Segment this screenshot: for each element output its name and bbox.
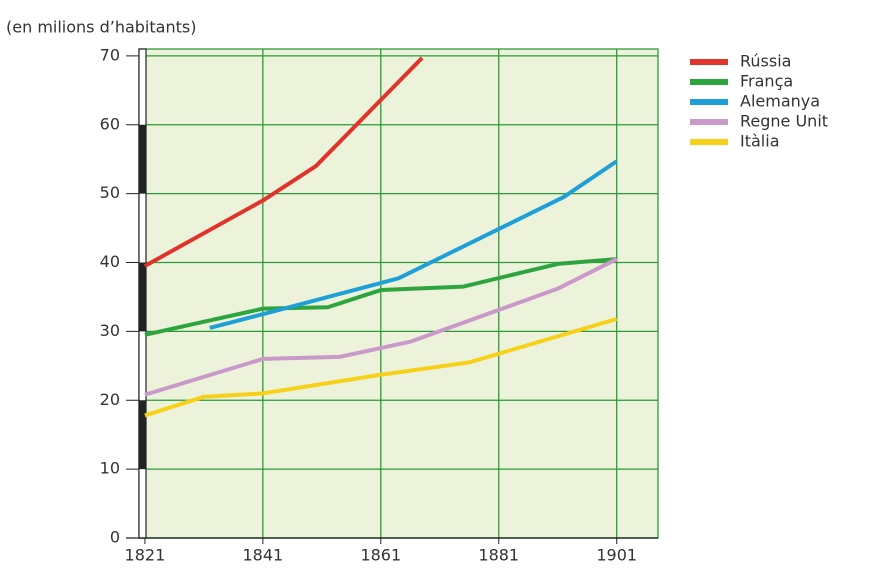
legend-swatch xyxy=(690,119,728,125)
line-series xyxy=(144,317,618,418)
x-tick-label: 1821 xyxy=(125,546,166,565)
x-tick-label: 1901 xyxy=(596,546,637,565)
legend-swatch xyxy=(690,59,728,65)
axis-ruler-band xyxy=(139,400,146,470)
axis-ruler-band xyxy=(139,124,146,194)
legend-label: Regne Unit xyxy=(740,112,828,131)
y-tick-label: 20 xyxy=(100,390,120,409)
y-tick-label: 60 xyxy=(100,114,120,133)
x-tick-label: 1881 xyxy=(478,546,519,565)
axis-ruler-band xyxy=(139,262,146,332)
legend-swatch xyxy=(690,139,728,145)
y-tick-label: 0 xyxy=(110,528,120,547)
y-tick-label: 40 xyxy=(100,252,120,271)
x-tick-label: 1841 xyxy=(242,546,283,565)
legend-swatch xyxy=(690,99,728,105)
legend-label: Itàlia xyxy=(740,132,780,151)
legend-label: França xyxy=(740,72,793,91)
y-tick-label: 30 xyxy=(100,321,120,340)
legend-label: Alemanya xyxy=(740,92,820,111)
line-series xyxy=(143,56,424,268)
legend-swatch xyxy=(690,79,728,85)
y-tick-label: 70 xyxy=(100,45,120,64)
y-tick-label: 50 xyxy=(100,183,120,202)
x-tick-label: 1861 xyxy=(360,546,401,565)
y-tick-label: 10 xyxy=(100,459,120,478)
line-series xyxy=(209,159,618,330)
chart-title: (en milions d’habitants) xyxy=(6,18,196,37)
line-series xyxy=(144,257,618,397)
plot-area xyxy=(138,48,659,539)
legend-label: Rússia xyxy=(740,52,791,71)
line-series xyxy=(144,257,617,337)
